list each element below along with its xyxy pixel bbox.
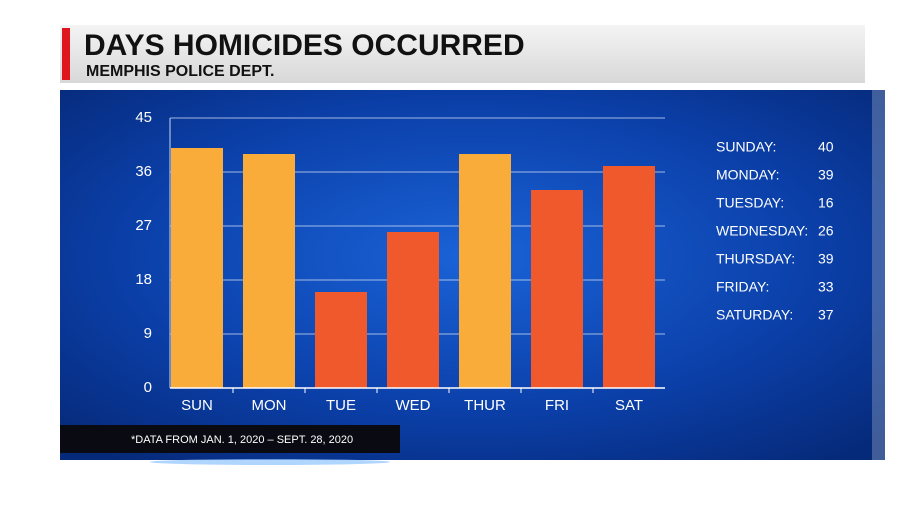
y-tick-label: 36 [135, 163, 152, 180]
legend-label: SUNDAY: [716, 139, 776, 155]
legend-value: 26 [818, 223, 834, 239]
x-tick-label: THUR [464, 397, 506, 414]
bar [171, 148, 223, 388]
x-tick-label: WED [396, 397, 431, 414]
bar [531, 190, 583, 388]
bar [387, 232, 439, 388]
chart-title: DAYS HOMICIDES OCCURRED [84, 29, 525, 62]
bar [603, 166, 655, 388]
legend-label: MONDAY: [716, 167, 780, 183]
bar [243, 154, 295, 388]
legend-label: SATURDAY: [716, 307, 793, 323]
y-tick-label: 0 [144, 379, 152, 396]
footnote-box [60, 425, 400, 453]
x-tick-label: MON [252, 397, 287, 414]
legend-value: 33 [818, 279, 834, 295]
legend-value: 39 [818, 167, 834, 183]
x-tick-label: SAT [615, 397, 643, 414]
glow [150, 459, 390, 465]
legend-label: THURSDAY: [716, 251, 795, 267]
title-band [60, 25, 865, 83]
y-tick-label: 9 [144, 325, 152, 342]
legend-label: FRIDAY: [716, 279, 769, 295]
legend-value: 16 [818, 195, 834, 211]
footnote: *DATA FROM JAN. 1, 2020 – SEPT. 28, 2020 [131, 434, 353, 446]
bar [459, 154, 511, 388]
y-tick-label: 18 [135, 271, 152, 288]
title-accent [62, 28, 70, 80]
y-tick-label: 45 [135, 109, 152, 126]
x-tick-label: SUN [181, 397, 213, 414]
x-tick-label: FRI [545, 397, 569, 414]
legend-label: WEDNESDAY: [716, 223, 808, 239]
legend-value: 40 [818, 139, 834, 155]
legend-label: TUESDAY: [716, 195, 784, 211]
legend-value: 39 [818, 251, 834, 267]
y-tick-label: 27 [135, 217, 152, 234]
legend-value: 37 [818, 307, 834, 323]
chart-subtitle: MEMPHIS POLICE DEPT. [86, 63, 274, 80]
panel-edge [872, 90, 885, 460]
x-tick-label: TUE [326, 397, 356, 414]
bar [315, 292, 367, 388]
